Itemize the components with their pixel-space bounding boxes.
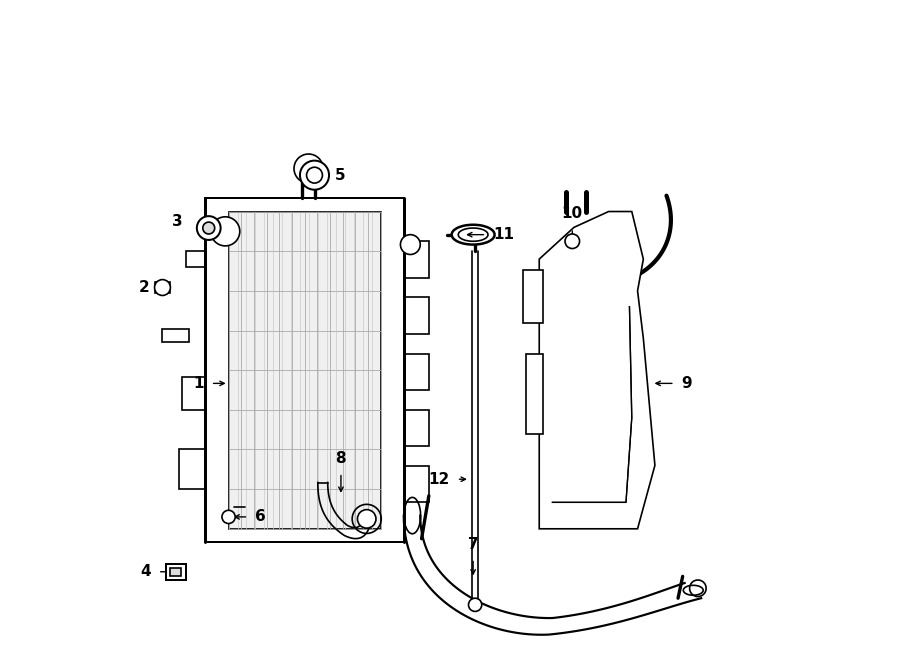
Circle shape	[357, 510, 376, 528]
Bar	[229, 212, 381, 529]
Bar	[404, 466, 428, 502]
Bar	[404, 297, 428, 334]
Text: 10: 10	[562, 206, 583, 221]
Bar	[404, 410, 428, 446]
Text: 1: 1	[194, 376, 204, 391]
Text: 5: 5	[334, 168, 345, 182]
Circle shape	[155, 280, 170, 295]
Text: 2: 2	[139, 280, 149, 295]
Bar	[526, 354, 543, 434]
Circle shape	[300, 161, 329, 190]
Circle shape	[222, 510, 235, 524]
Text: 11: 11	[493, 227, 514, 242]
Text: 6: 6	[255, 510, 266, 524]
Circle shape	[202, 222, 215, 234]
Bar	[205, 198, 404, 542]
Circle shape	[469, 598, 482, 611]
Text: 3: 3	[172, 214, 183, 229]
Text: 9: 9	[681, 376, 692, 391]
Circle shape	[565, 234, 580, 249]
Bar	[155, 282, 170, 293]
Bar	[404, 241, 428, 278]
Text: 4: 4	[140, 564, 151, 579]
Bar	[166, 564, 185, 580]
Bar	[163, 329, 189, 342]
Text: 8: 8	[336, 451, 346, 466]
Bar	[404, 354, 428, 390]
Bar	[183, 377, 205, 410]
Text: 7: 7	[468, 537, 479, 552]
Text: 12: 12	[428, 472, 450, 486]
Bar	[523, 270, 543, 323]
Bar	[179, 449, 205, 489]
Circle shape	[307, 167, 322, 183]
Circle shape	[211, 217, 239, 246]
Bar	[170, 568, 181, 576]
Circle shape	[294, 154, 323, 183]
Bar	[185, 251, 205, 267]
Circle shape	[400, 235, 420, 254]
Circle shape	[197, 216, 220, 240]
Polygon shape	[539, 212, 655, 529]
